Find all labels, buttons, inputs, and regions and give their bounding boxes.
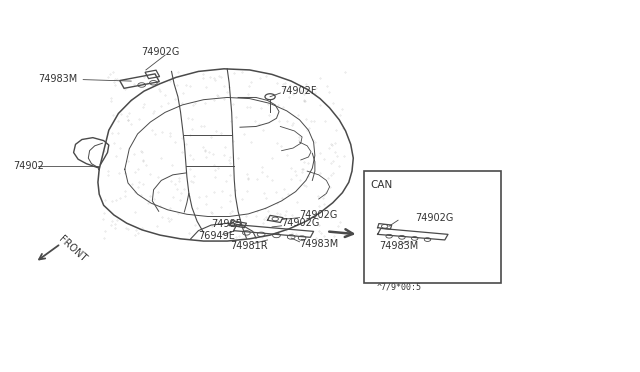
Text: 74983M: 74983M [300,239,339,248]
Text: 74902G: 74902G [300,210,338,220]
Text: 74902: 74902 [13,161,44,170]
Text: 76949E: 76949E [198,231,236,241]
Text: 74902G: 74902G [282,218,320,228]
Text: 74902F: 74902F [280,86,317,96]
Bar [364,171,501,283]
Text: 74902G: 74902G [141,47,179,57]
Text: 74985: 74985 [211,219,242,229]
Text: 74902G: 74902G [415,213,453,222]
Text: CAN: CAN [370,180,392,190]
Text: ^7/9*00:5: ^7/9*00:5 [376,283,421,292]
Text: 74983M: 74983M [379,241,418,251]
Text: 74981R: 74981R [230,241,268,250]
Text: 74983M: 74983M [38,74,77,84]
Text: FRONT: FRONT [56,234,88,264]
